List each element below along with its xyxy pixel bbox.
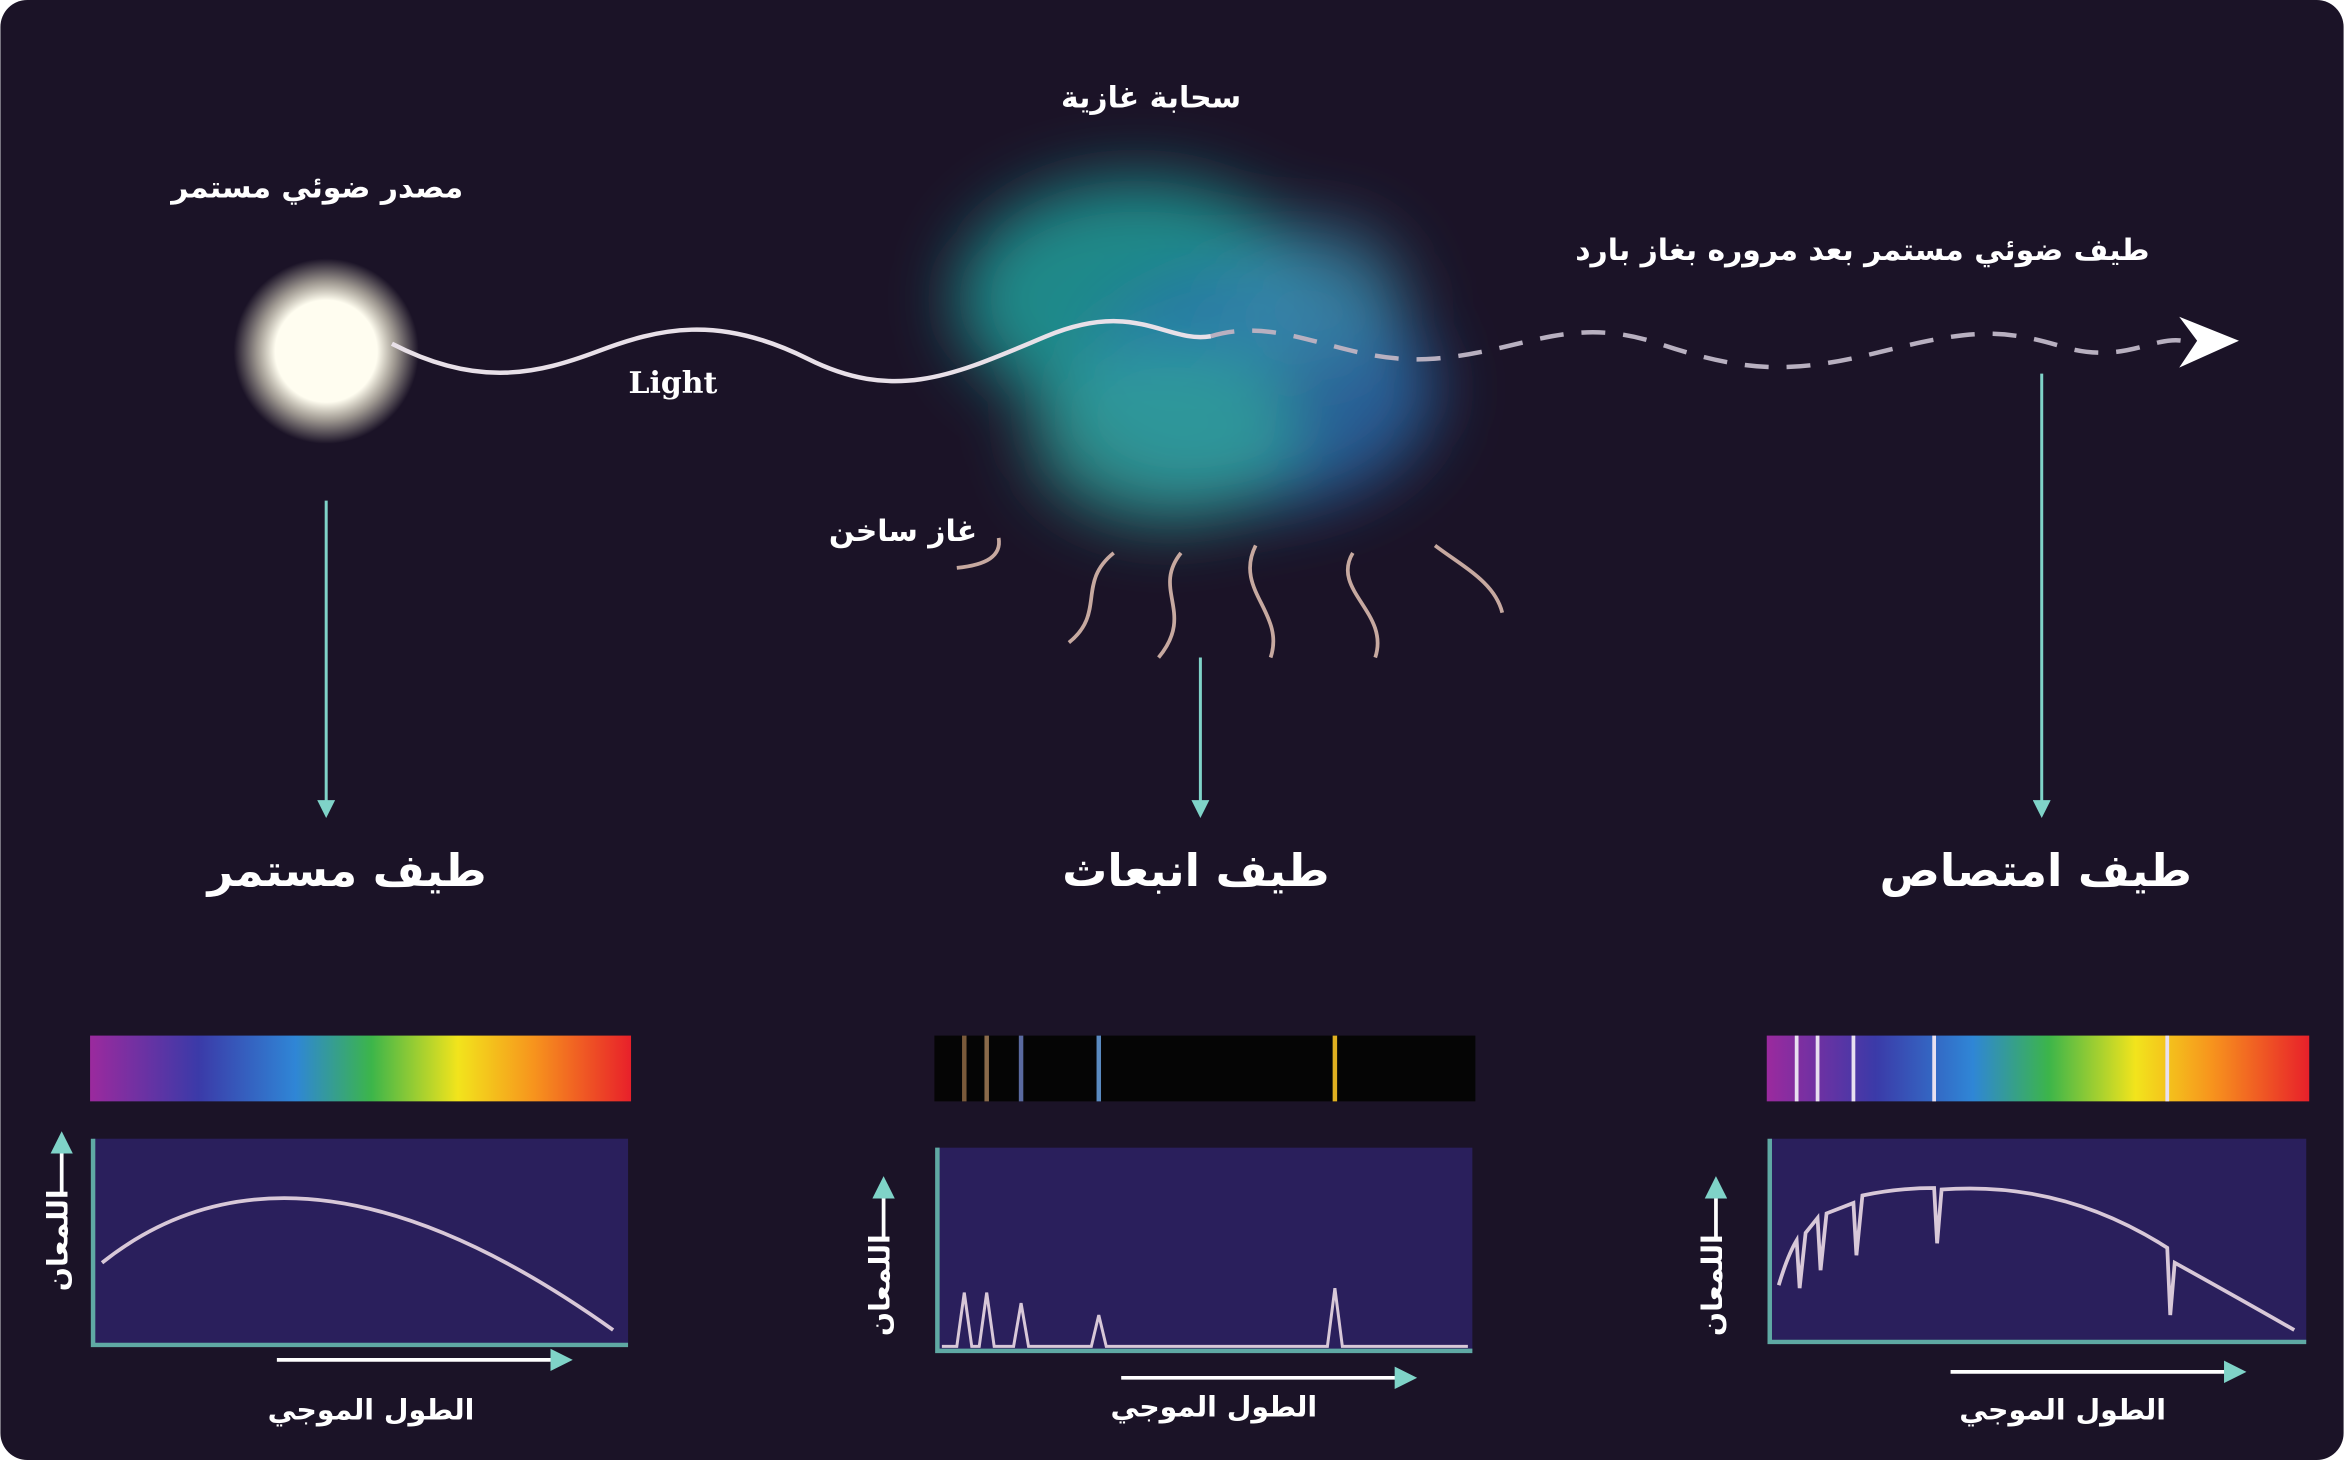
spectrum-title: طيف مستمر — [206, 844, 487, 897]
light-wave — [390, 319, 1212, 384]
light-label: Light — [628, 366, 717, 401]
absorption-plot — [1767, 1138, 2307, 1345]
absorption-spectrum-bar — [1766, 1035, 2310, 1102]
dashed-light-wave — [1210, 328, 2183, 370]
x-axis-label: الطول الموجي — [1959, 1394, 2166, 1427]
y-axis-label: اللمعان — [1696, 1234, 1729, 1336]
heat-squiggles — [956, 537, 1505, 659]
x-axis-label: الطول الموجي — [1111, 1391, 1318, 1424]
emission-plot — [935, 1147, 1473, 1354]
y-axis-label: اللمعان — [864, 1234, 897, 1336]
source-label: مصدر ضوئي مستمر — [169, 170, 463, 205]
light-source — [233, 258, 419, 444]
spectrum-title: طيف امتصاص — [1880, 844, 2192, 897]
spectrum-title: طيف انبعاث — [1062, 844, 1329, 897]
emission-spectrum-bar — [934, 1035, 1476, 1102]
hot-gas-label: غاز ساخن — [829, 514, 977, 549]
y-axis-label: اللمعان — [42, 1189, 75, 1291]
cloud-label: سحابة غازية — [1061, 81, 1241, 116]
continuous-plot — [90, 1138, 629, 1348]
light-arrowhead — [2179, 316, 2239, 368]
continuous-spectrum-bar — [90, 1035, 632, 1102]
x-axis-label: الطول الموجي — [268, 1394, 475, 1427]
output-label: طيف ضوئي مستمر بعد مروره بغاز بارد — [1575, 233, 2149, 268]
